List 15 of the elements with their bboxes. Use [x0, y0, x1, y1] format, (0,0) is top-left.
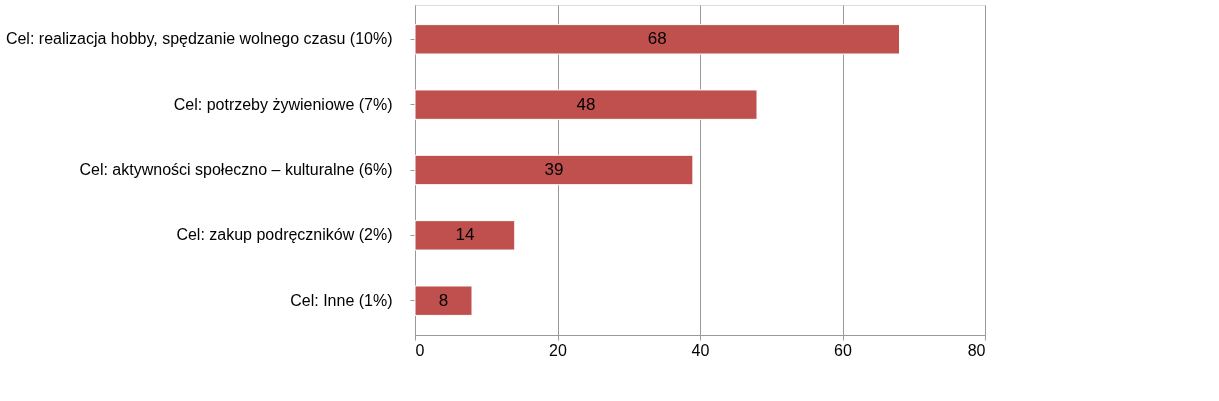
- data-label: 14: [455, 225, 475, 245]
- y-tick-label: Cel: potrzeby żywieniowe (7%): [173, 95, 393, 113]
- x-tick-label: 40: [691, 341, 710, 359]
- x-tick-label: 60: [834, 341, 852, 359]
- data-label: 48: [576, 94, 596, 114]
- y-tick-label: Cel: realizacja hobby, spędzanie wolnego czasu (10%): [5, 30, 393, 48]
- y-tick-label: Cel: Inne (1%): [290, 291, 393, 309]
- data-label: 8: [438, 290, 449, 310]
- data-label: 68: [647, 29, 667, 49]
- x-tick-label: 20: [549, 341, 567, 359]
- y-tick-label: Cel: aktywności społeczno – kulturalne (6%): [79, 161, 393, 178]
- y-tick-label: Cel: zakup podręczników (2%): [176, 226, 393, 244]
- x-tick-label: 80: [967, 341, 986, 359]
- x-tick-label: 0: [415, 341, 425, 359]
- data-label: 39: [544, 160, 564, 179]
